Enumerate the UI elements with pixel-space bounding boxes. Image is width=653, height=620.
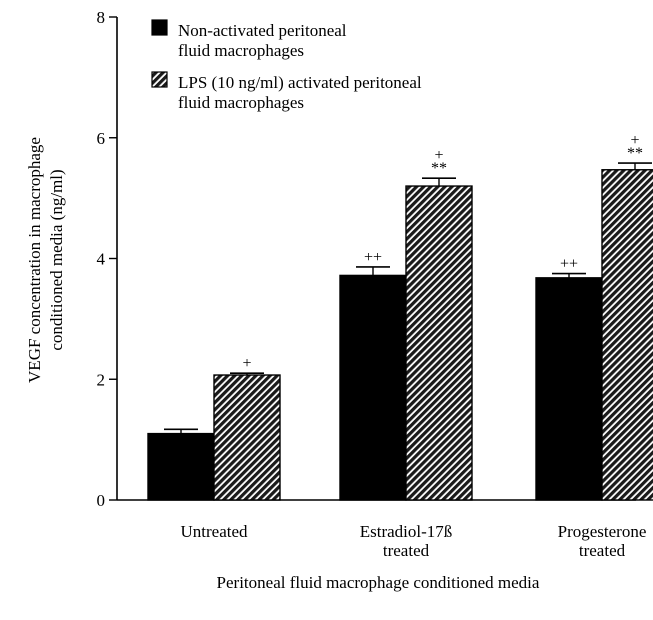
bar [213, 374, 281, 501]
significance-marker: + [630, 132, 639, 149]
bar [405, 185, 473, 501]
bar [339, 274, 407, 501]
y-tick-label: 6 [97, 129, 106, 148]
plot-area: 02468+Untreated+++**Estradiol-17ßtreated… [97, 8, 653, 560]
y-axis-title: VEGF concentration in macrophage conditio… [25, 137, 66, 383]
legend-label: fluid macrophages [178, 93, 304, 112]
significance-marker: ++ [560, 256, 578, 273]
x-category-label: treated [383, 541, 430, 560]
y-axis-title-line: VEGF concentration in macrophage [25, 137, 44, 383]
significance-marker: + [434, 147, 443, 164]
significance-marker: ** [431, 160, 447, 177]
legend-swatch [151, 71, 168, 88]
legend-label: Non-activated peritoneal [178, 21, 347, 40]
y-tick-label: 2 [97, 370, 106, 389]
legend-label: fluid macrophages [178, 41, 304, 60]
significance-marker: + [242, 355, 251, 372]
x-category-label: Estradiol-17ß [360, 522, 453, 541]
bar [147, 432, 215, 501]
x-category-label: Untreated [180, 522, 248, 541]
x-axis-title: Peritoneal fluid macrophage conditioned … [217, 573, 540, 592]
y-axis-title-line: conditioned media (ng/ml) [47, 169, 66, 350]
legend-label: LPS (10 ng/ml) activated peritoneal [178, 73, 422, 92]
x-category-label: Progesterone [558, 522, 647, 541]
y-tick-label: 8 [97, 8, 106, 27]
bar [535, 277, 603, 501]
significance-marker: ++ [364, 249, 382, 266]
significance-marker: ** [627, 145, 643, 162]
y-tick-label: 4 [97, 250, 106, 269]
x-category-label: treated [579, 541, 626, 560]
legend-swatch [151, 19, 168, 36]
bar [601, 169, 653, 501]
y-tick-label: 0 [97, 491, 106, 510]
